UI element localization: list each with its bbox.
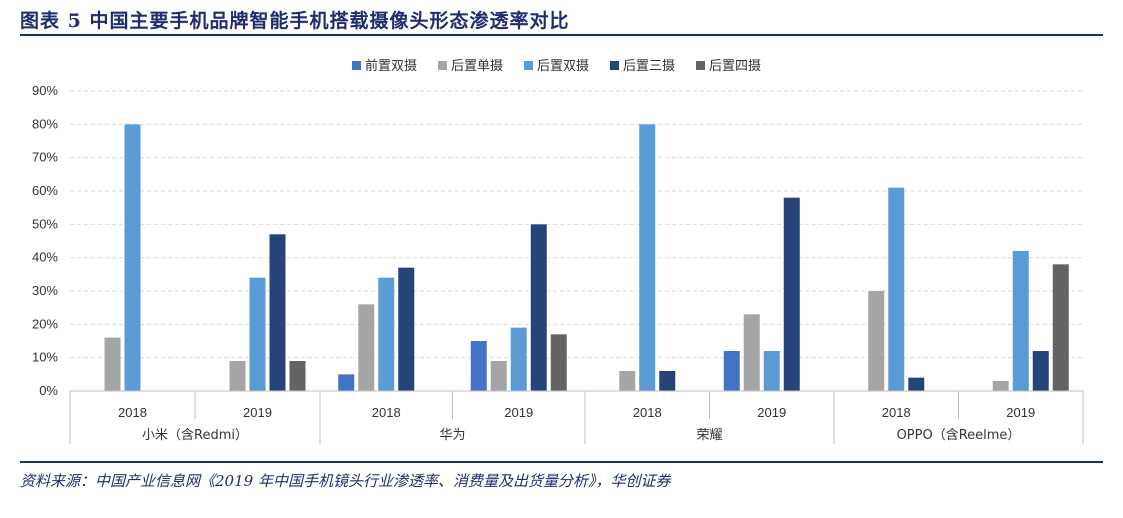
bar	[104, 337, 121, 391]
y-tick-label: 20%	[32, 316, 58, 331]
bar	[490, 361, 507, 391]
y-tick-label: 0%	[39, 383, 58, 398]
legend-label: 后置四摄	[709, 59, 761, 74]
bar	[124, 124, 141, 391]
x-category-label: 2018	[882, 405, 911, 420]
y-tick-label: 10%	[32, 350, 58, 365]
bar-chart: 0%10%20%30%40%50%60%70%80%90% 2018 2019 20…	[32, 58, 1084, 444]
legend-label: 后置单摄	[451, 59, 503, 74]
x-group-label: OPPO（含Reelme）	[897, 427, 1021, 443]
legend-swatch	[352, 61, 361, 70]
bar	[908, 377, 925, 391]
legend-label: 后置双摄	[537, 59, 589, 74]
y-tick-label: 60%	[32, 183, 58, 198]
bar	[229, 361, 246, 391]
bar	[639, 124, 656, 391]
y-axis-ticks: 0% 10% 20% 30% 40% 50% 60% 70% 80% 90%	[32, 83, 58, 398]
bar	[530, 224, 547, 391]
footer-divider	[20, 461, 1103, 463]
y-tick-label: 80%	[32, 116, 58, 131]
bar	[249, 277, 266, 391]
bar	[398, 267, 415, 391]
bar	[868, 291, 885, 391]
bar	[1032, 351, 1049, 391]
x-category-label: 2018	[118, 405, 147, 420]
x-axis: 2018 2019 2018 2019 2018 2019 2018 2019 小米（含Redm…	[69, 390, 1084, 444]
bar	[338, 374, 355, 391]
legend: 前置双摄 后置单摄 后置双摄 后置三摄 后置四摄	[352, 58, 761, 74]
legend-swatch	[438, 61, 447, 70]
bar	[378, 277, 395, 391]
bars	[104, 124, 1069, 391]
title-divider	[20, 34, 1103, 36]
x-category-label: 2019	[1006, 405, 1035, 420]
bar	[1012, 251, 1029, 391]
y-tick-label: 90%	[32, 83, 58, 98]
bar	[550, 334, 567, 391]
figure-title: 图表 5 中国主要手机品牌智能手机搭载摄像头形态渗透率对比	[20, 10, 570, 32]
x-category-label: 2019	[757, 405, 786, 420]
legend-swatch	[610, 61, 619, 70]
bar	[992, 381, 1009, 391]
x-category-label: 2019	[504, 405, 533, 420]
bar	[619, 371, 636, 391]
bar	[510, 327, 527, 391]
y-tick-label: 30%	[32, 283, 58, 298]
x-category-label: 2018	[633, 405, 662, 420]
bar	[358, 304, 375, 391]
x-group-label: 荣耀	[696, 428, 722, 443]
bar	[289, 361, 306, 391]
legend-swatch	[524, 61, 533, 70]
legend-label: 前置双摄	[365, 58, 417, 74]
x-group-label: 华为	[439, 428, 465, 443]
source-note: 资料来源：中国产业信息网《2019 年中国手机镜头行业渗透率、消费量及出货量分析…	[20, 472, 671, 490]
y-tick-label: 40%	[32, 250, 58, 265]
legend-swatch	[696, 61, 705, 70]
x-category-label: 2018	[372, 405, 401, 420]
bar	[743, 314, 760, 391]
bar	[723, 351, 740, 391]
bar	[763, 351, 780, 391]
bar	[783, 197, 800, 391]
x-group-label: 小米（含Redmi）	[142, 427, 248, 443]
legend-label: 后置三摄	[623, 59, 675, 74]
x-category-label: 2019	[243, 405, 272, 420]
bar	[888, 187, 905, 391]
bar	[269, 234, 286, 391]
bar	[659, 371, 676, 391]
y-tick-label: 70%	[32, 150, 58, 165]
bar	[470, 341, 487, 391]
y-tick-label: 50%	[32, 216, 58, 231]
gridlines	[70, 90, 1083, 359]
bar	[1052, 264, 1069, 391]
